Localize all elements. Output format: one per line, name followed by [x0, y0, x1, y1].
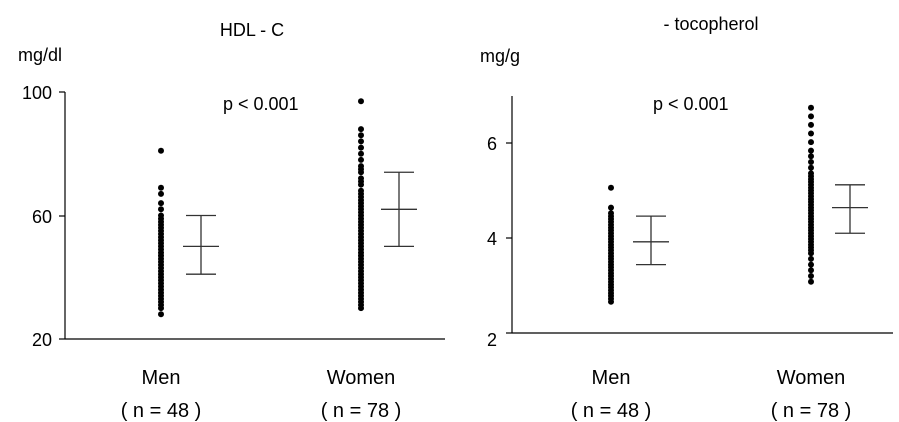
tocopherol-y-axis-label: mg/g [480, 46, 520, 66]
hdl-women-summary-bar [381, 171, 417, 248]
hdl-men-point [158, 147, 164, 154]
tocopherol-women-point [808, 159, 814, 165]
hdl-men-point [158, 184, 164, 191]
hdl-p-value-annotation: p < 0.001 [223, 94, 299, 114]
hdl-men-point [158, 200, 164, 207]
tocopherol-women-point [808, 273, 814, 279]
tocopherol-category-label-women: Women [777, 367, 846, 389]
hdl-women-point [358, 144, 364, 151]
tocopherol-women-point [808, 104, 814, 111]
hdl-y-tick-label-20: 20 [32, 330, 52, 350]
tocopherol-women-point [808, 261, 814, 268]
tocopherol-women-point [808, 113, 814, 120]
hdl-category-n-men: ( n = 48 ) [121, 400, 202, 422]
tocopherol-women-point [808, 121, 814, 128]
hdl-y-tick-label-100: 100 [22, 83, 52, 103]
hdl-category-label-men: Men [142, 367, 181, 389]
tocopherol-women-point [808, 153, 814, 160]
tocopherol-men-point [608, 204, 614, 211]
tocopherol-y-tick-label-4: 4 [487, 229, 497, 249]
hdl-chart-title: HDL - C [220, 20, 284, 40]
hdl-y-tick-label-60: 60 [32, 207, 52, 227]
tocopherol-category-label-men: Men [592, 367, 631, 389]
tocopherol-women-summary-bar [832, 184, 868, 234]
tocopherol-women-point [808, 278, 814, 285]
tocopherol-men-point [608, 298, 614, 305]
hdl-men-point [158, 305, 164, 312]
tocopherol-women-point [808, 130, 814, 137]
hdl-women-point [358, 169, 364, 176]
hdl-women-point [358, 132, 364, 139]
hdl-women-point [358, 181, 364, 188]
hdl-women-point [358, 98, 364, 105]
tocopherol-women-point [808, 164, 814, 171]
hdl-category-label-women: Women [327, 367, 396, 389]
tocopherol-chart-title: - tocopherol [663, 14, 758, 34]
hdl-men-point [158, 311, 164, 318]
hdl-men-point [158, 190, 164, 197]
tocopherol-p-value-annotation: p < 0.001 [653, 94, 729, 114]
hdl-women-point [358, 156, 364, 163]
tocopherol-women-points [808, 104, 814, 285]
tocopherol-y-tick-label-2: 2 [487, 330, 497, 350]
hdl-chart-panel: HDL - C mg/dl 100 60 20 p < 0.001 Men Wo… [18, 20, 445, 422]
tocopherol-women-point [808, 147, 814, 154]
tocopherol-men-summary-bar [633, 215, 669, 266]
tocopherol-men-points [608, 184, 614, 305]
hdl-women-point [358, 150, 364, 157]
tocopherol-women-point [808, 139, 814, 146]
tocopherol-women-point [808, 267, 814, 274]
tocopherol-men-point [608, 184, 614, 191]
hdl-men-summary-bar [183, 214, 219, 275]
tocopherol-y-tick-label-6: 6 [487, 134, 497, 154]
tocopherol-category-n-men: ( n = 48 ) [571, 400, 652, 422]
tocopherol-women-point [808, 250, 814, 257]
hdl-category-n-women: ( n = 78 ) [321, 400, 402, 422]
tocopherol-chart-panel: - tocopherol mg/g 6 4 2 p < 0.001 Men Wo… [480, 14, 893, 422]
hdl-women-point [358, 138, 364, 145]
hdl-men-points [158, 147, 164, 318]
tocopherol-category-n-women: ( n = 78 ) [771, 400, 852, 422]
hdl-women-point [358, 126, 364, 133]
tocopherol-women-point [808, 255, 814, 262]
hdl-women-points [358, 98, 364, 312]
hdl-men-point [158, 206, 164, 213]
hdl-y-axis-label: mg/dl [18, 45, 62, 65]
hdl-women-point [358, 305, 364, 312]
